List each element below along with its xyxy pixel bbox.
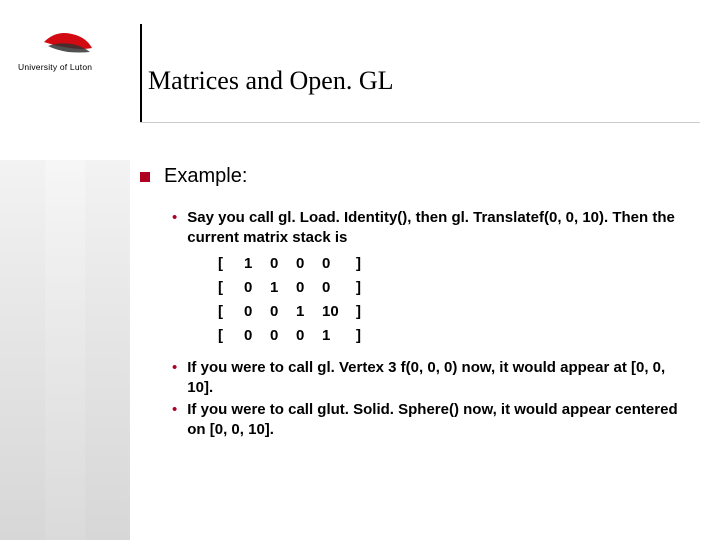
matrix-cell: 0: [296, 276, 322, 300]
dot-bullet-icon: •: [172, 400, 177, 420]
slide-content: Example: • Say you call gl. Load. Identi…: [140, 165, 680, 442]
matrix-cell: 10: [322, 300, 356, 324]
matrix-cell: 0: [244, 324, 270, 348]
bullet-item: • If you were to call gl. Vertex 3 f(0, …: [172, 358, 680, 398]
horizontal-divider: [140, 122, 700, 123]
matrix-row: [ 0 1 0 0 ]: [218, 276, 680, 300]
matrix-cell: 0: [270, 324, 296, 348]
bullet-item: • Say you call gl. Load. Identity(), the…: [172, 208, 680, 248]
matrix-cell: ]: [356, 252, 382, 276]
matrix-cell: ]: [356, 300, 382, 324]
example-heading: Example:: [164, 165, 247, 188]
matrix-cell: 1: [270, 276, 296, 300]
matrix-cell: [: [218, 252, 244, 276]
matrix-cell: 0: [296, 252, 322, 276]
university-name: University of Luton: [18, 62, 123, 72]
university-logo: University of Luton: [18, 28, 123, 83]
square-bullet-icon: [140, 172, 150, 182]
example-heading-row: Example:: [140, 165, 680, 188]
background-building-image: [0, 160, 130, 540]
dot-bullet-icon: •: [172, 358, 177, 378]
matrix-cell: 0: [270, 252, 296, 276]
matrix-cell: 1: [244, 252, 270, 276]
logo-mark-icon: [42, 28, 94, 54]
matrix-cell: [: [218, 324, 244, 348]
matrix-cell: ]: [356, 324, 382, 348]
bullet-text-2: If you were to call gl. Vertex 3 f(0, 0,…: [187, 358, 680, 398]
matrix-row: [ 0 0 0 1 ]: [218, 324, 680, 348]
matrix-row: [ 1 0 0 0 ]: [218, 252, 680, 276]
bullet-item: • If you were to call glut. Solid. Spher…: [172, 400, 680, 440]
matrix-cell: [: [218, 276, 244, 300]
matrix-cell: 0: [296, 324, 322, 348]
matrix-cell: 1: [296, 300, 322, 324]
matrix-cell: 0: [244, 276, 270, 300]
bullet-text-3: If you were to call glut. Solid. Sphere(…: [187, 400, 680, 440]
matrix-cell: [: [218, 300, 244, 324]
matrix-cell: 0: [270, 300, 296, 324]
dot-bullet-icon: •: [172, 208, 177, 228]
matrix-row: [ 0 0 1 10 ]: [218, 300, 680, 324]
slide-title: Matrices and Open. GL: [148, 66, 393, 96]
vertical-divider: [140, 24, 142, 122]
matrix-cell: 0: [322, 252, 356, 276]
matrix-block: [ 1 0 0 0 ] [ 0 1 0 0 ] [ 0 0 1 10 ] [ 0…: [218, 252, 680, 348]
matrix-cell: 0: [322, 276, 356, 300]
matrix-cell: 1: [322, 324, 356, 348]
bullet-text-1: Say you call gl. Load. Identity(), then …: [187, 208, 680, 248]
matrix-cell: 0: [244, 300, 270, 324]
matrix-cell: ]: [356, 276, 382, 300]
